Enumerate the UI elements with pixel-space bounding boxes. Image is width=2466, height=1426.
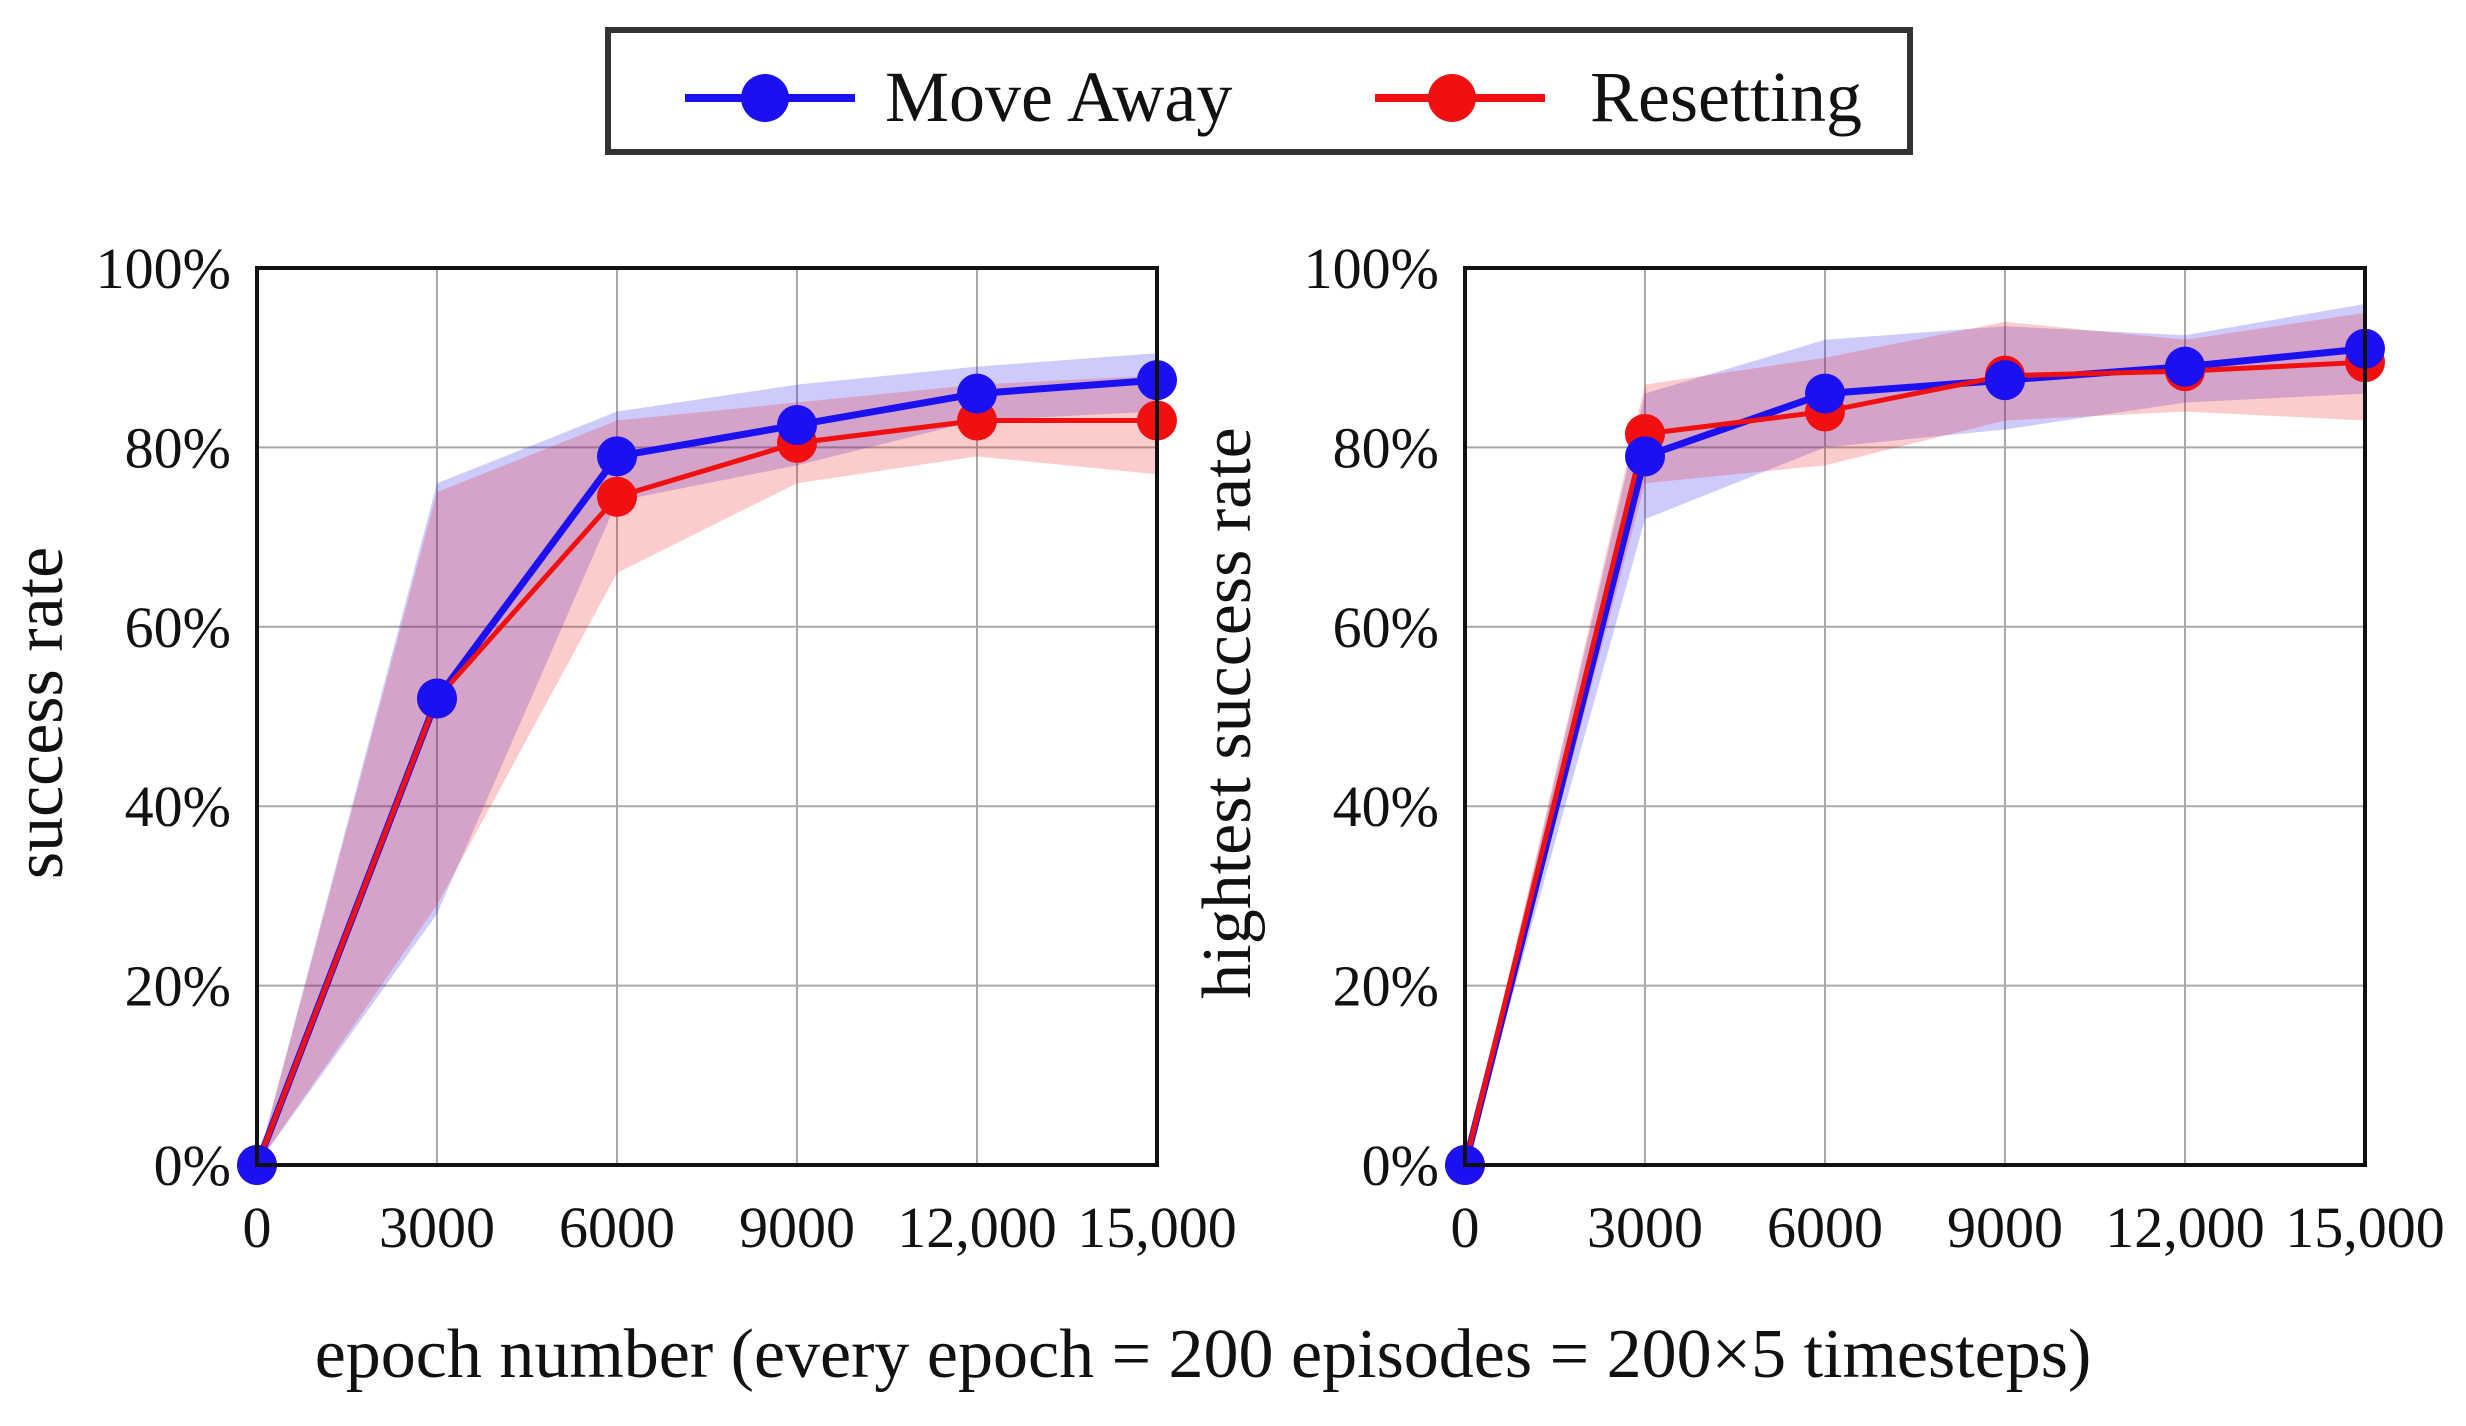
data-point-move-away-4 (2165, 346, 2205, 387)
y-tick-label-3: 60% (1333, 595, 1439, 660)
plot-frame (255, 266, 1159, 1167)
y-tick-label-4: 80% (125, 415, 231, 480)
data-point-move-away-4 (957, 373, 997, 414)
x-tick-label-0: 0 (1451, 1195, 1480, 1260)
x-tick-label-4: 12,000 (2105, 1195, 2265, 1260)
confidence-band-resetting (257, 375, 1157, 1165)
y-tick-label-5: 100% (1304, 236, 1439, 301)
data-point-move-away-1 (417, 678, 457, 719)
data-point-move-away-3 (777, 404, 817, 445)
x-tick-label-1: 3000 (1587, 1195, 1703, 1260)
confidence-band-resetting (1465, 312, 2365, 1166)
confidence-band-move-away (257, 353, 1157, 1166)
x-tick-label-3: 9000 (1947, 1195, 2063, 1260)
y-tick-label-5: 100% (96, 236, 231, 301)
y-tick-label-4: 80% (1333, 415, 1439, 480)
y-tick-label-0: 0% (154, 1133, 231, 1198)
x-tick-label-5: 15,000 (1077, 1195, 1237, 1260)
legend: Move Away Resetting (605, 27, 1913, 155)
x-tick-label-5: 15,000 (2285, 1195, 2445, 1260)
y-tick-label-1: 20% (125, 954, 231, 1019)
y-tick-label-1: 20% (1333, 954, 1439, 1019)
y-axis-label-success-rate: success rate (1, 547, 78, 879)
x-tick-label-2: 6000 (559, 1195, 675, 1260)
x-tick-label-2: 6000 (1767, 1195, 1883, 1260)
chart-panel-highest-success-rate: 0 3000 6000 9000 12,000 15,000 0% 20% 40% 60% 80% 1… (1189, 236, 2445, 1260)
series-line-move-away (1461, 345, 2369, 1169)
shared-x-axis-label: epoch number (every epoch = 200 episodes… (315, 1316, 2092, 1393)
chart-panel-success-rate: 0 3000 6000 9000 12,000 15,000 0% 20% 40% 60% 80% 1… (1, 236, 1237, 1260)
data-point-move-away-2 (597, 436, 637, 477)
data-point-move-away-2 (1805, 373, 1845, 414)
x-tick-label-1: 3000 (379, 1195, 495, 1260)
legend-item-resetting: Resetting (1375, 57, 1862, 137)
y-tick-label-2: 40% (1333, 774, 1439, 839)
data-point-resetting-2 (597, 476, 637, 517)
y-axis-label-highest-success-rate: hightest success rate (1189, 427, 1266, 998)
legend-box (605, 27, 1913, 155)
data-point-move-away-3 (1985, 360, 2025, 401)
plot-frame (1463, 266, 2367, 1167)
series-line-resetting (254, 417, 1160, 1168)
legend-label-resetting: Resetting (1590, 57, 1862, 137)
x-tick-label-0: 0 (243, 1195, 272, 1260)
x-tick-label-3: 9000 (739, 1195, 855, 1260)
x-tick-label-4: 12,000 (897, 1195, 1057, 1260)
confidence-band-move-away (1465, 303, 2365, 1165)
legend-marker-move-away (741, 74, 789, 122)
legend-marker-resetting (1428, 74, 1476, 122)
y-tick-label-3: 60% (125, 595, 231, 660)
series-line-resetting (1462, 359, 2368, 1168)
y-tick-label-2: 40% (125, 774, 231, 839)
legend-item-move-away: Move Away (685, 57, 1232, 137)
y-tick-label-0: 0% (1362, 1133, 1439, 1198)
data-point-move-away-1 (1625, 436, 1665, 477)
legend-label-move-away: Move Away (885, 57, 1232, 137)
